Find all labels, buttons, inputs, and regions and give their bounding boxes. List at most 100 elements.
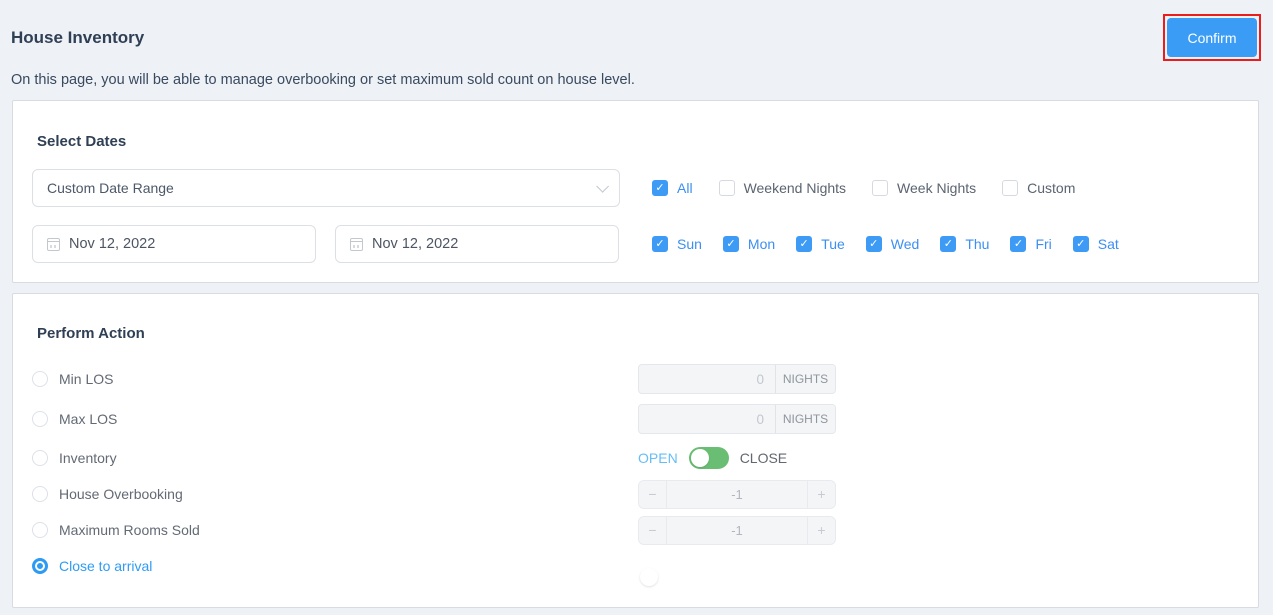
checkbox-custom[interactable]: Custom	[1002, 180, 1075, 196]
checkbox-checked-icon[interactable]: ✓	[1010, 236, 1027, 252]
calendar-icon	[350, 237, 363, 251]
action-row-house-overbooking: House Overbooking − -1 +	[32, 474, 1238, 514]
radio-unchecked-icon[interactable]	[32, 371, 48, 387]
radio-maximum-rooms-sold-label: Maximum Rooms Sold	[59, 522, 200, 538]
checkbox-wed-label: Wed	[890, 236, 920, 252]
radio-maximum-rooms-sold[interactable]: Maximum Rooms Sold	[32, 522, 200, 538]
checkbox-mon-label: Mon	[747, 236, 776, 252]
action-row-inventory: Inventory OPEN CLOSE	[32, 438, 1238, 478]
max-los-input[interactable]: 0	[756, 411, 764, 427]
perform-action-panel: Perform Action Min LOS 0 NIGHTS Max LOS …	[12, 293, 1259, 608]
date-range-dropdown[interactable]: Custom Date Range	[32, 169, 620, 207]
page-title: House Inventory	[11, 28, 145, 47]
radio-unchecked-icon[interactable]	[32, 450, 48, 466]
radio-max-los[interactable]: Max LOS	[32, 411, 117, 427]
minus-icon[interactable]: −	[639, 480, 667, 508]
checkbox-thu[interactable]: ✓ Thu	[940, 236, 989, 252]
checkbox-thu-label: Thu	[965, 236, 990, 252]
day-filter-group: ✓ Sun ✓ Mon ✓ Tue ✓ Wed ✓ Thu ✓ Fri	[638, 225, 1119, 263]
radio-inventory[interactable]: Inventory	[32, 450, 117, 466]
checkbox-checked-icon[interactable]: ✓	[652, 236, 668, 252]
page-description: On this page, you will be able to manage…	[11, 72, 635, 88]
check-icon: ✓	[1013, 237, 1024, 250]
checkbox-tue[interactable]: ✓ Tue	[796, 236, 845, 252]
max-los-input-group: 0 NIGHTS	[638, 404, 836, 434]
checkbox-sun[interactable]: ✓ Sun	[652, 236, 702, 252]
checkbox-fri[interactable]: ✓ Fri	[1010, 236, 1052, 252]
chevron-down-icon	[596, 179, 609, 193]
minus-icon[interactable]: −	[639, 516, 667, 544]
checkbox-wed[interactable]: ✓ Wed	[865, 236, 920, 252]
check-icon: ✓	[799, 237, 809, 250]
start-date-input[interactable]: Nov 12, 2022	[32, 225, 316, 263]
action-row-min-los: Min LOS 0 NIGHTS	[32, 359, 1238, 399]
checkbox-weekend-nights[interactable]: Weekend Nights	[718, 180, 847, 196]
checkbox-checked-icon[interactable]: ✓	[865, 236, 882, 252]
checkbox-week-nights[interactable]: Week Nights	[872, 180, 976, 196]
checkbox-fri-label: Fri	[1035, 236, 1052, 252]
check-icon: ✓	[869, 237, 879, 250]
radio-checked-icon[interactable]	[32, 558, 48, 574]
radio-close-to-arrival-label: Close to arrival	[59, 558, 153, 574]
radio-unchecked-icon[interactable]	[32, 411, 48, 427]
close-label: CLOSE	[739, 450, 788, 466]
checkbox-checked-icon[interactable]: ✓	[940, 236, 957, 252]
checkbox-custom-label: Custom	[1027, 180, 1076, 196]
checkbox-sun-label: Sun	[677, 236, 702, 252]
radio-unchecked-icon[interactable]	[32, 486, 48, 502]
checkbox-unchecked-icon[interactable]	[718, 180, 735, 196]
radio-unchecked-icon[interactable]	[32, 522, 48, 538]
checkbox-sat-label: Sat	[1097, 236, 1119, 252]
checkbox-mon[interactable]: ✓ Mon	[722, 236, 776, 252]
perform-action-heading: Perform Action	[37, 325, 145, 342]
action-row-close-to-arrival: Close to arrival	[32, 546, 1238, 586]
radio-min-los[interactable]: Min LOS	[32, 371, 113, 387]
date-range-dropdown-value: Custom Date Range	[47, 180, 174, 196]
confirm-annotation-box	[1163, 14, 1261, 61]
confirm-button[interactable]: Confirm	[1167, 18, 1257, 57]
maximum-rooms-sold-value[interactable]: -1	[731, 522, 743, 538]
calendar-icon	[47, 237, 60, 251]
check-icon: ✓	[655, 237, 665, 250]
checkbox-unchecked-icon[interactable]	[1002, 180, 1019, 196]
check-icon: ✓	[726, 237, 736, 250]
check-icon: ✓	[943, 237, 953, 250]
checkbox-all[interactable]: ✓ All	[652, 180, 693, 196]
checkbox-tue-label: Tue	[821, 236, 845, 252]
start-date-value: Nov 12, 2022	[69, 236, 156, 252]
select-dates-heading: Select Dates	[37, 133, 127, 150]
house-overbooking-stepper: − -1 +	[638, 479, 836, 509]
end-date-input[interactable]: Nov 12, 2022	[335, 225, 619, 263]
checkbox-checked-icon[interactable]: ✓	[722, 236, 739, 252]
inventory-toggle-row: OPEN CLOSE	[638, 447, 787, 469]
checkbox-all-label: All	[677, 180, 693, 196]
min-los-input-group: 0 NIGHTS	[638, 364, 836, 394]
max-los-unit-label: NIGHTS	[775, 405, 835, 433]
checkbox-unchecked-icon[interactable]	[872, 180, 889, 196]
action-row-max-los: Max LOS 0 NIGHTS	[32, 399, 1238, 439]
min-los-unit-label: NIGHTS	[775, 365, 835, 393]
checkbox-sat[interactable]: ✓ Sat	[1072, 236, 1119, 252]
select-dates-panel: Select Dates Custom Date Range ✓ All Wee…	[12, 100, 1259, 283]
check-icon: ✓	[655, 181, 665, 194]
radio-house-overbooking[interactable]: House Overbooking	[32, 486, 183, 502]
house-overbooking-value[interactable]: -1	[731, 486, 743, 502]
min-los-input[interactable]: 0	[756, 371, 764, 387]
checkbox-checked-icon[interactable]: ✓	[652, 180, 668, 196]
check-icon: ✓	[1076, 237, 1086, 250]
inventory-toggle[interactable]	[688, 447, 729, 469]
checkbox-week-nights-label: Week Nights	[897, 180, 977, 196]
plus-icon[interactable]: +	[807, 480, 835, 508]
toggle-knob	[640, 568, 658, 586]
radio-close-to-arrival[interactable]: Close to arrival	[32, 558, 152, 574]
open-label: OPEN	[638, 450, 678, 466]
date-range-inputs: Nov 12, 2022 Nov 12, 2022	[32, 225, 619, 263]
checkbox-checked-icon[interactable]: ✓	[1072, 236, 1089, 252]
end-date-value: Nov 12, 2022	[372, 236, 459, 252]
night-filter-group: ✓ All Weekend Nights Week Nights Custom	[638, 169, 1075, 207]
toggle-knob	[690, 449, 709, 467]
checkbox-checked-icon[interactable]: ✓	[796, 236, 813, 252]
checkbox-weekend-nights-label: Weekend Nights	[743, 180, 847, 196]
plus-icon[interactable]: +	[807, 516, 835, 544]
radio-min-los-label: Min LOS	[59, 371, 114, 387]
